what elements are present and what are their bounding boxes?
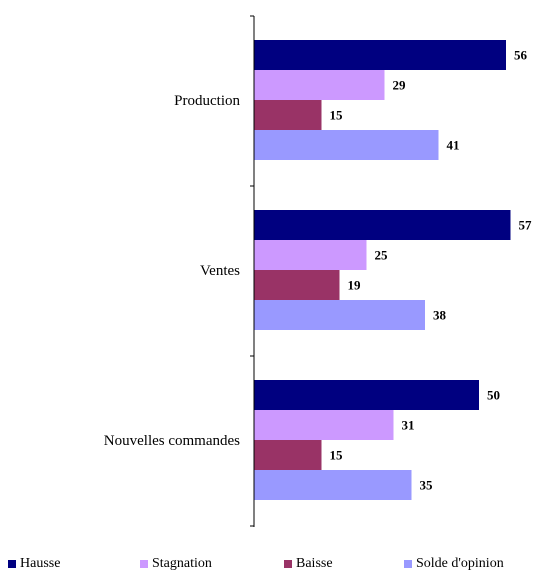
legend-label: Stagnation <box>152 556 212 571</box>
legend-label: Hausse <box>20 556 61 571</box>
legend-item: Stagnation <box>140 556 212 572</box>
value-labels: 56 29 15 41 57 25 19 38 50 31 15 35 <box>330 48 533 493</box>
category-labels: Production Ventes Nouvelles commandes <box>104 93 241 449</box>
data-label: 25 <box>375 248 389 263</box>
legend-swatch <box>404 560 412 568</box>
bar-baisse <box>254 100 322 130</box>
bar-solde-d-opinion <box>254 300 425 330</box>
legend-item: Solde d'opinion <box>404 556 504 572</box>
data-label: 15 <box>330 108 344 123</box>
bar-solde-d-opinion <box>254 470 412 500</box>
legend: Hausse Stagnation Baisse Solde d'opinion <box>0 556 541 572</box>
data-label: 38 <box>433 308 447 323</box>
data-label: 50 <box>487 388 500 403</box>
data-label: 19 <box>348 278 362 293</box>
legend-item: Baisse <box>284 556 333 572</box>
category-label: Production <box>174 93 240 109</box>
data-label: 41 <box>447 138 460 153</box>
bar-chart: Production Ventes Nouvelles commandes 56 29… <box>104 15 533 527</box>
legend-label: Solde d'opinion <box>416 556 504 571</box>
data-label: 31 <box>402 418 415 433</box>
legend-item: Hausse <box>8 556 60 572</box>
category-label: Nouvelles commandes <box>104 433 240 449</box>
bar-baisse <box>254 440 322 470</box>
data-label: 56 <box>514 48 528 63</box>
bar-solde-d-opinion <box>254 130 439 160</box>
bar-stagnation <box>254 240 367 270</box>
legend-swatch <box>140 560 148 568</box>
bar-hausse <box>254 380 479 410</box>
legend-swatch <box>284 560 292 568</box>
data-label: 57 <box>519 218 533 233</box>
data-label: 29 <box>393 78 407 93</box>
bar-hausse <box>254 40 506 70</box>
legend-swatch <box>8 560 16 568</box>
bar-hausse <box>254 210 511 240</box>
data-label: 15 <box>330 448 344 463</box>
category-label: Ventes <box>200 263 240 279</box>
data-label: 35 <box>420 478 434 493</box>
legend-label: Baisse <box>296 556 333 571</box>
bar-baisse <box>254 270 340 300</box>
bar-stagnation <box>254 70 385 100</box>
bars <box>254 40 511 500</box>
y-axis <box>250 15 255 527</box>
bar-stagnation <box>254 410 394 440</box>
